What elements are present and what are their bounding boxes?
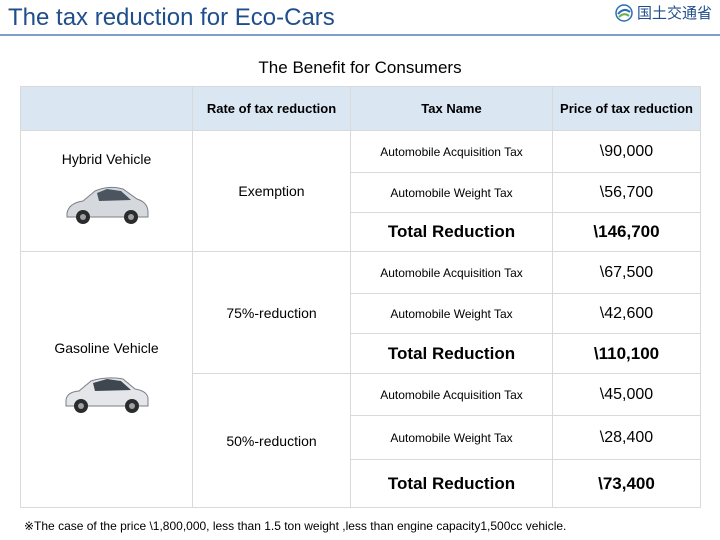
tax-price: \67,500 xyxy=(552,251,701,294)
hybrid-vehicle-label: Hybrid Vehicle xyxy=(61,151,152,167)
total-reduction-label: Total Reduction xyxy=(350,333,553,374)
table-subtitle: The Benefit for Consumers xyxy=(258,58,462,77)
tax-price: \28,400 xyxy=(552,415,701,460)
tax-price: \42,600 xyxy=(552,293,701,334)
table-row: Hybrid Vehicle Exemption Automobile Acqu… xyxy=(20,130,701,252)
total-row: Total Reduction \110,100 xyxy=(21,333,701,374)
total-row: Total Reduction \146,700 xyxy=(21,212,701,252)
gasoline-vehicle-label: Gasoline Vehicle xyxy=(54,339,159,356)
exemption-rate: Exemption xyxy=(192,130,351,252)
tax-name-header: Tax Name xyxy=(350,86,553,131)
tax-name: Automobile Weight Tax xyxy=(350,172,553,213)
tax-price: \45,000 xyxy=(552,373,701,416)
total-reduction-price: \146,700 xyxy=(552,212,701,252)
mlit-logo-icon xyxy=(615,3,633,22)
ministry-logo: 国土交通省 xyxy=(615,2,712,23)
tax-name: Automobile Weight Tax xyxy=(350,293,553,334)
price-header: Price of tax reduction xyxy=(552,86,701,131)
total-reduction-label: Total Reduction xyxy=(350,459,553,508)
total-row: Total Reduction \73,400 xyxy=(21,459,701,508)
tax-price: \56,700 xyxy=(552,172,701,213)
hybrid-car-image xyxy=(60,175,153,231)
table-header-row: Rate of tax reduction Tax Name Price of … xyxy=(20,86,701,131)
total-reduction-label: Total Reduction xyxy=(350,212,553,252)
footnote: ※The case of the price \1,800,000, less … xyxy=(24,519,567,533)
gasoline-car-image xyxy=(60,363,153,420)
tax-name: Automobile Weight Tax xyxy=(350,415,553,460)
reduction-50-rate: 50%-reduction xyxy=(192,373,351,508)
tax-name: Automobile Acquisition Tax xyxy=(350,251,553,294)
logo-text: 国土交通省 xyxy=(636,4,712,22)
table-row: Gasoline Vehicle 75%-reduction Automobil… xyxy=(20,251,701,508)
tax-price: \90,000 xyxy=(552,130,701,173)
gasoline-vehicle-cell: Gasoline Vehicle xyxy=(20,251,193,508)
title-divider xyxy=(0,34,720,36)
tax-name: Automobile Acquisition Tax xyxy=(350,373,553,416)
tax-name: Automobile Acquisition Tax xyxy=(350,130,553,173)
table-row: Automobile Weight Tax \42,600 xyxy=(21,293,701,334)
slide-header: The tax reduction for Eco-Cars 国土交通省 xyxy=(0,0,720,36)
rate-header: Rate of tax reduction xyxy=(192,86,351,131)
table-row: 50%-reduction Automobile Acquisition Tax… xyxy=(21,373,701,508)
hybrid-vehicle-cell: Hybrid Vehicle xyxy=(20,130,193,252)
vehicle-header-cell xyxy=(20,86,193,131)
slide-title: The tax reduction for Eco-Cars xyxy=(8,4,335,31)
reduction-75-rate: 75%-reduction xyxy=(192,251,351,374)
tax-reduction-table: Rate of tax reduction Tax Name Price of … xyxy=(20,86,701,508)
table-row: Automobile Weight Tax \28,400 xyxy=(21,415,701,460)
total-reduction-price: \110,100 xyxy=(552,333,701,374)
total-reduction-price: \73,400 xyxy=(552,459,701,508)
